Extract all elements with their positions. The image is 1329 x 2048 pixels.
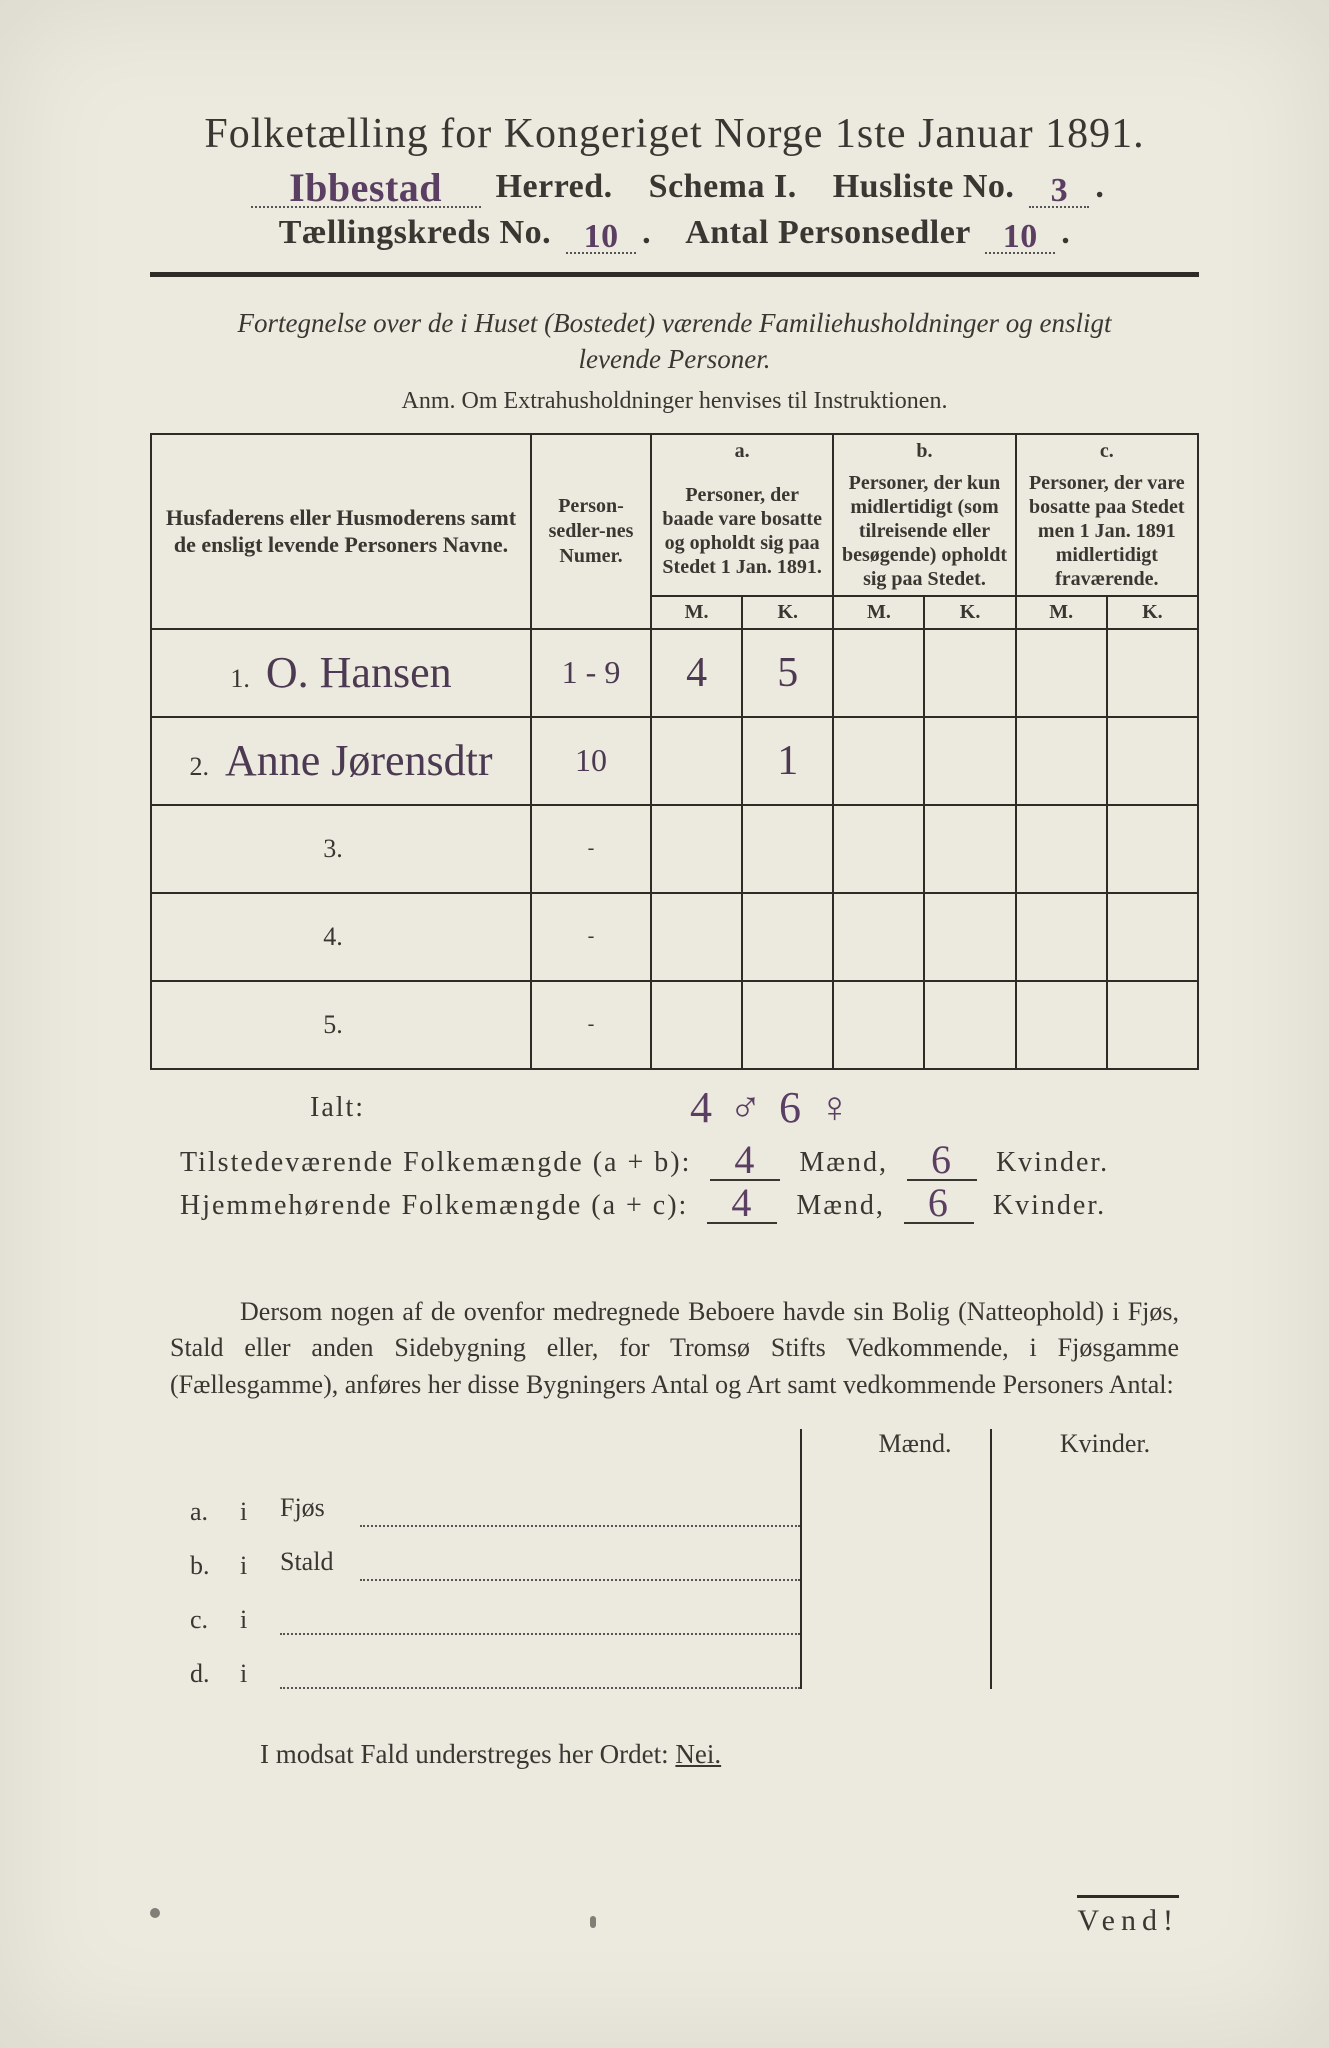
table-row: 5. -: [151, 981, 1198, 1069]
page-title: Folketælling for Kongeriget Norge 1ste J…: [150, 110, 1199, 158]
table-row: 3. -: [151, 805, 1198, 893]
col-b-m: M.: [833, 596, 924, 629]
row-a-k: 5: [777, 650, 798, 696]
ialt-label: Ialt:: [310, 1092, 365, 1123]
row-name-hw: O. Hansen: [266, 648, 452, 697]
col-header-b: Personer, der kun midlertidigt (som tilr…: [833, 467, 1015, 596]
row-num-hw: 1 - 9: [562, 654, 621, 690]
nei-text: I modsat Fald understreges her Ordet:: [260, 1739, 675, 1769]
col-b-k: K.: [924, 596, 1015, 629]
sub-row: a. i Fjøs: [190, 1473, 1179, 1527]
paragraph-text: Dersom nogen af de ovenfor medregnede Be…: [170, 1297, 1179, 1399]
header-line-herred: Ibbestad Herred. Schema I. Husliste No. …: [150, 168, 1199, 208]
ialt-row: Ialt: 4 ♂ 6 ♀: [150, 1092, 1199, 1138]
row-number: 1.: [230, 664, 250, 693]
sum-ab-m: 4: [734, 1146, 756, 1174]
personsedler-no-handwritten: 10: [1003, 225, 1038, 249]
households-table: Husfaderens eller Husmoderens samt de en…: [150, 433, 1199, 1070]
col-header-name: Husfaderens eller Husmoderens samt de en…: [151, 434, 531, 629]
row-a-m: 4: [686, 650, 707, 696]
ink-smudge: [590, 1916, 596, 1928]
sum-line-ac: Hjemmehørende Folkemængde (a + c): 4 Mæn…: [180, 1187, 1199, 1224]
nei-line: I modsat Fald understreges her Ordet: Ne…: [260, 1739, 1179, 1770]
nei-word: Nei.: [675, 1739, 721, 1769]
census-form-page: Folketælling for Kongeriget Norge 1ste J…: [0, 0, 1329, 2048]
sub-key: b.: [190, 1551, 240, 1581]
herred-name-handwritten: Ibbestad: [289, 174, 442, 202]
sub-i: i: [240, 1605, 280, 1635]
row-number: 5.: [323, 1010, 343, 1039]
sum-ab-k: 6: [931, 1146, 953, 1174]
sub-row: b. i Stald: [190, 1527, 1179, 1581]
col-c-k: K.: [1107, 596, 1198, 629]
schema-label: Schema I.: [649, 168, 797, 205]
maend-label: Mænd,: [799, 1147, 888, 1178]
sub-hdr-maend: Mænd.: [840, 1429, 990, 1473]
sub-key: a.: [190, 1497, 240, 1527]
desc-line1: Fortegnelse over de i Huset (Bostedet) v…: [237, 308, 1111, 338]
header-line-kreds: Tællingskreds No. 10 . Antal Personsedle…: [150, 214, 1199, 254]
col-header-a-key: a.: [651, 434, 833, 467]
row-num-hw: -: [588, 1013, 595, 1035]
col-header-c: Personer, der vare bosatte paa Stedet me…: [1016, 467, 1198, 596]
ink-smudge: [150, 1908, 160, 1918]
kvinder-label: Kvinder.: [993, 1190, 1106, 1221]
sum-ac-k: 6: [928, 1189, 950, 1217]
col-a-k: K.: [742, 596, 833, 629]
personsedler-label: Antal Personsedler: [685, 214, 970, 251]
ialt-tally-handwritten: 4 ♂ 6 ♀: [690, 1082, 854, 1133]
row-number: 4.: [323, 922, 343, 951]
row-number: 2.: [189, 752, 209, 781]
sub-label: Stald: [280, 1547, 333, 1577]
row-number: 3.: [323, 834, 343, 863]
sum-ac-label: Hjemmehørende Folkemængde (a + c):: [180, 1190, 688, 1221]
table-row: 4. -: [151, 893, 1198, 981]
row-num-hw: -: [588, 837, 595, 859]
table-row: 2. Anne Jørensdtr 10 1: [151, 717, 1198, 805]
col-header-a: Personer, der baade vare bosatte og opho…: [651, 467, 833, 596]
outbuilding-table: Mænd. Kvinder. a. i Fjøs b. i Stald c. i: [190, 1429, 1179, 1689]
sub-i: i: [240, 1497, 280, 1527]
sum-ab-label: Tilstedeværende Folkemængde (a + b):: [180, 1147, 691, 1178]
divider-rule: [150, 272, 1199, 277]
outbuilding-paragraph: Dersom nogen af de ovenfor medregnede Be…: [170, 1294, 1179, 1403]
col-header-b-key: b.: [833, 434, 1015, 467]
col-header-c-key: c.: [1016, 434, 1198, 467]
herred-label: Herred.: [496, 168, 613, 205]
husliste-no-handwritten: 3: [1051, 179, 1069, 203]
row-num-hw: -: [588, 925, 595, 947]
maend-label: Mænd,: [796, 1190, 885, 1221]
row-num-hw: 10: [575, 742, 607, 778]
husliste-label: Husliste No.: [833, 168, 1015, 205]
sub-hdr-kvinder: Kvinder.: [1020, 1429, 1190, 1473]
col-header-num: Person-sedler-nes Numer.: [531, 434, 651, 629]
sub-row: c. i: [190, 1581, 1179, 1635]
sub-i: i: [240, 1551, 280, 1581]
form-description: Fortegnelse over de i Huset (Bostedet) v…: [160, 305, 1189, 378]
sub-row: d. i: [190, 1635, 1179, 1689]
desc-line2: levende Personer.: [579, 344, 771, 374]
form-anm: Anm. Om Extrahusholdninger henvises til …: [150, 388, 1199, 415]
sum-ac-m: 4: [731, 1189, 753, 1217]
kreds-no-handwritten: 10: [584, 225, 619, 249]
sub-i: i: [240, 1659, 280, 1689]
sub-key: c.: [190, 1605, 240, 1635]
sub-key: d.: [190, 1659, 240, 1689]
sub-label: Fjøs: [280, 1493, 325, 1523]
col-a-m: M.: [651, 596, 742, 629]
row-name-hw: Anne Jørensdtr: [225, 736, 493, 785]
kvinder-label: Kvinder.: [996, 1147, 1109, 1178]
table-row: 1. O. Hansen 1 - 9 4 5: [151, 629, 1198, 717]
col-c-m: M.: [1016, 596, 1107, 629]
row-a-k: 1: [777, 738, 798, 784]
sum-line-ab: Tilstedeværende Folkemængde (a + b): 4 M…: [180, 1144, 1199, 1181]
kreds-label: Tællingskreds No.: [279, 214, 551, 251]
vend-label: Vend!: [1077, 1895, 1179, 1938]
